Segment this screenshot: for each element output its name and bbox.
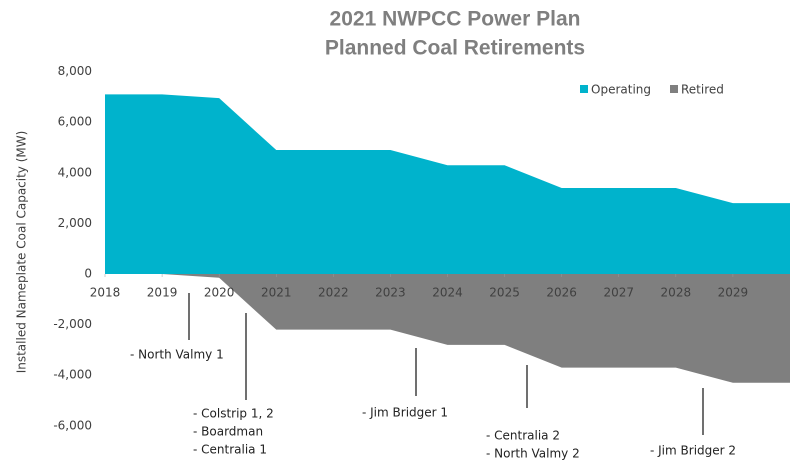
annotation: - Jim Bridger 1 xyxy=(362,406,448,420)
annotation: - Jim Bridger 2 xyxy=(650,444,736,458)
y-tick-label: 8,000 xyxy=(58,64,92,78)
y-tick-label: -2,000 xyxy=(53,317,92,331)
annotation: - Centralia 1 xyxy=(193,443,267,457)
x-tick-label: 2022 xyxy=(318,286,349,300)
legend-swatch xyxy=(670,85,678,93)
annotation: - Centralia 2 xyxy=(486,429,560,443)
y-tick-label: -4,000 xyxy=(53,368,92,382)
x-tick-label: 2019 xyxy=(147,286,178,300)
annotation: - Boardman xyxy=(193,425,263,439)
x-tick-label: 2028 xyxy=(661,286,692,300)
y-tick-label: 2,000 xyxy=(58,216,92,230)
x-tick-label: 2029 xyxy=(718,286,749,300)
chart-title: Planned Coal Retirements xyxy=(325,37,585,60)
x-tick-label: 2026 xyxy=(546,286,577,300)
legend-swatch xyxy=(580,85,588,93)
x-tick-label: 2021 xyxy=(261,286,292,300)
x-tick-label: 2023 xyxy=(375,286,406,300)
area xyxy=(105,94,790,275)
x-tick-label: 2027 xyxy=(603,286,634,300)
y-tick-label: 6,000 xyxy=(58,115,92,129)
y-tick-label: -6,000 xyxy=(53,418,92,432)
y-tick-label: 4,000 xyxy=(58,165,92,179)
x-tick-label: 2018 xyxy=(90,286,121,300)
y-axis-label: Installed Nameplate Coal Capacity (MW) xyxy=(15,131,29,374)
annotation: - Colstrip 1, 2 xyxy=(193,407,274,421)
annotation: - North Valmy 2 xyxy=(486,447,580,460)
annotation: - North Valmy 1 xyxy=(130,348,224,362)
y-tick-label: 0 xyxy=(84,267,92,281)
legend-label: Operating xyxy=(591,83,651,97)
chart-title: 2021 NWPCC Power Plan xyxy=(330,8,581,31)
legend-label: Retired xyxy=(681,83,724,97)
x-tick-label: 2024 xyxy=(432,286,463,300)
x-tick-label: 2020 xyxy=(204,286,235,300)
x-tick-label: 2025 xyxy=(489,286,520,300)
area xyxy=(105,274,790,383)
